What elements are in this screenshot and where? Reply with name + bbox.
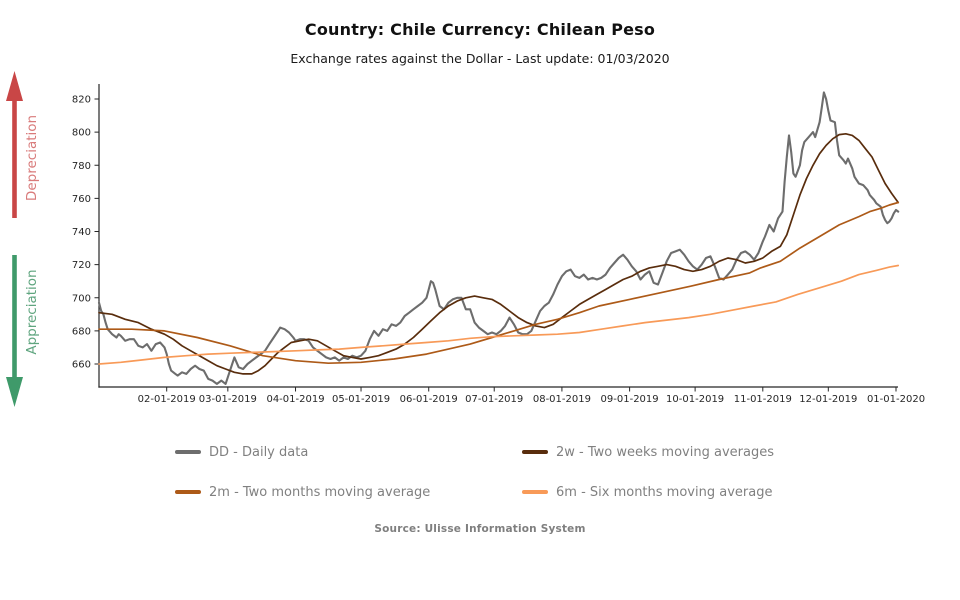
series-line-6m — [98, 264, 900, 365]
legend-label: 2w - Two weeks moving averages — [556, 444, 774, 460]
x-tick-label: 12-01-2019 — [799, 394, 857, 405]
x-tick-label: 04-01-2019 — [266, 394, 324, 405]
y-tick-label: 820 — [72, 95, 91, 106]
legend-label: DD - Daily data — [209, 444, 309, 460]
x-tick-label: 01-01-2020 — [867, 394, 925, 405]
y-tick-label: 680 — [72, 326, 91, 337]
y-tick-label: 720 — [72, 260, 91, 271]
depreciation-up-arrow-icon — [6, 71, 23, 218]
y-tick-label: 700 — [72, 293, 91, 304]
depreciation-annotation: Depreciation — [6, 71, 40, 218]
legend-item-two-months-ma: 2m - Two months moving average — [175, 483, 430, 501]
x-tick-label: 06-01-2019 — [400, 394, 458, 405]
series-line-2m — [98, 201, 900, 365]
depreciation-label: Depreciation — [24, 115, 40, 201]
x-tick-label: 10-01-2019 — [666, 394, 724, 405]
y-tick-label: 660 — [72, 360, 91, 371]
x-tick-label: 02-01-2019 — [138, 394, 196, 405]
appreciation-label: Appreciation — [24, 269, 40, 354]
x-tick-label: 07-01-2019 — [465, 394, 523, 405]
appreciation-down-arrow-icon — [6, 255, 23, 407]
appreciation-annotation: Appreciation — [6, 255, 40, 407]
x-tick-label: 05-01-2019 — [332, 394, 390, 405]
legend-label: 2m - Two months moving average — [209, 484, 431, 500]
x-tick-label: 11-01-2019 — [734, 394, 792, 405]
two-months-ma-line-swatch — [175, 490, 201, 494]
legend-item-daily-data: DD - Daily data — [175, 443, 308, 461]
page-title: Country: Chile Currency: Chilean Peso — [304, 20, 656, 39]
page-subtitle: Exchange rates against the Dollar - Last… — [290, 51, 670, 66]
x-tick-label: 09-01-2019 — [601, 394, 659, 405]
plot-area: 660 680 700 720 740 760 780 800 820 02-01-2019 03-… — [72, 84, 925, 405]
x-tick-label: 03-01-2019 — [199, 394, 257, 405]
series-line-2w — [98, 132, 900, 375]
y-tick-label: 800 — [72, 128, 91, 139]
y-tick-label: 740 — [72, 227, 91, 238]
x-tick-label: 08-01-2019 — [533, 394, 591, 405]
y-tick-label: 780 — [72, 161, 91, 172]
two-weeks-ma-line-swatch — [522, 450, 548, 454]
six-months-ma-line-swatch — [522, 490, 548, 494]
y-tick-label: 760 — [72, 194, 91, 205]
legend-item-six-months-ma: 6m - Six months moving average — [522, 483, 772, 501]
source-note: Source: Ulisse Information System — [374, 523, 586, 535]
series-line-DD — [97, 91, 900, 385]
legend-item-two-weeks-ma: 2w - Two weeks moving averages — [522, 443, 774, 461]
legend-label: 6m - Six months moving average — [556, 484, 773, 500]
daily-data-line-swatch — [175, 450, 201, 454]
exchange-rate-chart: Depreciation Appreciation 660 680 700 720 74… — [6, 71, 925, 407]
